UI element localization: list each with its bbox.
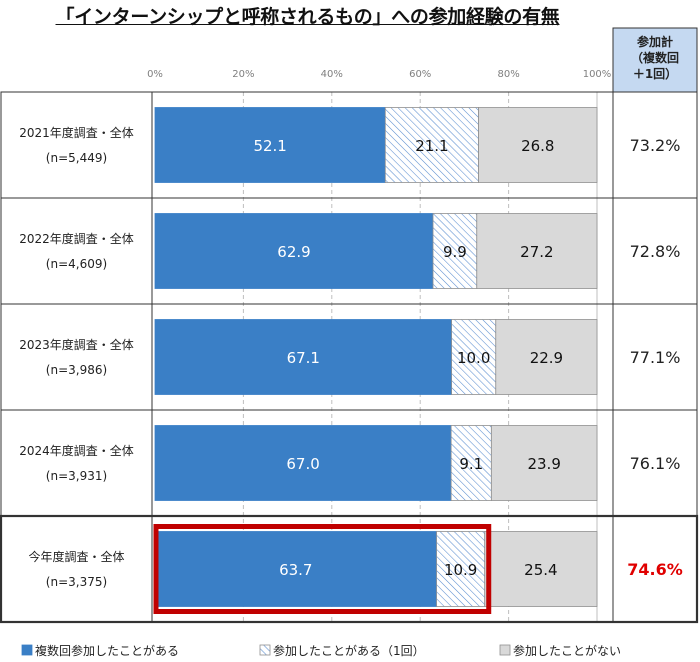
- bar-segment-series-2: [436, 531, 486, 607]
- bar-segment-series-3: [478, 107, 598, 183]
- bar-value-label: 10.0: [457, 349, 490, 367]
- bar-value-label: 27.2: [520, 243, 553, 261]
- bar-value-label: 52.1: [253, 137, 286, 155]
- row-label: 今年度調査・全体: [28, 549, 124, 564]
- row-label: 2024年度調査・全体: [19, 443, 134, 458]
- x-tick-label: 80%: [497, 69, 519, 80]
- bar-segment-series-3: [476, 213, 598, 289]
- total-value: 74.6%: [627, 560, 683, 579]
- legend-swatch-2: [259, 644, 271, 656]
- bar-segment-series-2: [450, 425, 492, 501]
- bar-segment-series-1: [154, 107, 386, 183]
- row-n-label: (n=3,986): [46, 363, 107, 377]
- row-label-cell: [0, 91, 153, 199]
- bar-value-label: 9.9: [443, 243, 467, 261]
- row-label: 2021年度調査・全体: [19, 125, 134, 140]
- row-n-label: (n=3,931): [46, 469, 107, 483]
- x-tick-label: 40%: [321, 69, 343, 80]
- total-value: 77.1%: [630, 348, 681, 367]
- highlight-row-outline: [0, 514, 699, 624]
- row-label-cell: [0, 197, 153, 305]
- x-tick-label: 100%: [583, 69, 612, 80]
- total-header-cell: [612, 27, 698, 93]
- highlight-box: [153, 524, 492, 614]
- bar-segment-series-3: [490, 425, 598, 501]
- bar-value-label: 67.1: [287, 349, 320, 367]
- row-label: 2022年度調査・全体: [19, 231, 134, 246]
- legend-swatch-1: [21, 644, 33, 656]
- row-label-cell: [0, 515, 153, 623]
- row-label: 2023年度調査・全体: [19, 337, 134, 352]
- bar-segment-series-3: [495, 319, 598, 395]
- bar-value-label: 26.8: [521, 137, 554, 155]
- total-value: 76.1%: [630, 454, 681, 473]
- legend-label-3: 参加したことがない: [513, 643, 621, 658]
- row-n-label: (n=3,375): [46, 575, 107, 589]
- bar-value-label: 21.1: [415, 137, 448, 155]
- bar-value-label: 10.9: [444, 561, 477, 579]
- bar-segment-series-1: [154, 425, 452, 501]
- chart-title: 「インターンシップと呼称されるもの」への参加経験の有無: [55, 6, 560, 28]
- legend-label-2: 参加したことがある（1回）: [273, 643, 425, 658]
- bar-value-label: 9.1: [459, 455, 483, 473]
- bar-value-label: 62.9: [277, 243, 310, 261]
- x-tick-label: 20%: [232, 69, 254, 80]
- row-n-label: (n=5,449): [46, 151, 107, 165]
- legend-swatch-3: [499, 644, 511, 656]
- total-header-label-2: （複数回: [631, 50, 679, 65]
- row-label-cell: [0, 303, 153, 411]
- total-header-label-1: 参加計: [637, 34, 673, 49]
- row-label-cell: [0, 409, 153, 517]
- bar-value-label: 63.7: [279, 561, 312, 579]
- legend-label-1: 複数回参加したことがある: [35, 643, 179, 658]
- row-n-label: (n=4,609): [46, 257, 107, 271]
- bar-value-label: 22.9: [530, 349, 563, 367]
- bar-segment-series-1: [154, 319, 452, 395]
- bar-value-label: 25.4: [524, 561, 557, 579]
- bar-segment-series-3: [484, 531, 598, 607]
- total-value: 72.8%: [630, 242, 681, 261]
- total-header-label-3: ＋1回）: [633, 66, 677, 81]
- bar-value-label: 23.9: [527, 455, 560, 473]
- x-tick-label: 60%: [409, 69, 431, 80]
- x-tick-label: 0%: [147, 69, 163, 80]
- bar-segment-series-1: [154, 531, 437, 607]
- bar-value-label: 67.0: [286, 455, 319, 473]
- bar-segment-series-2: [384, 107, 479, 183]
- bar-segment-series-2: [432, 213, 478, 289]
- total-value: 73.2%: [630, 136, 681, 155]
